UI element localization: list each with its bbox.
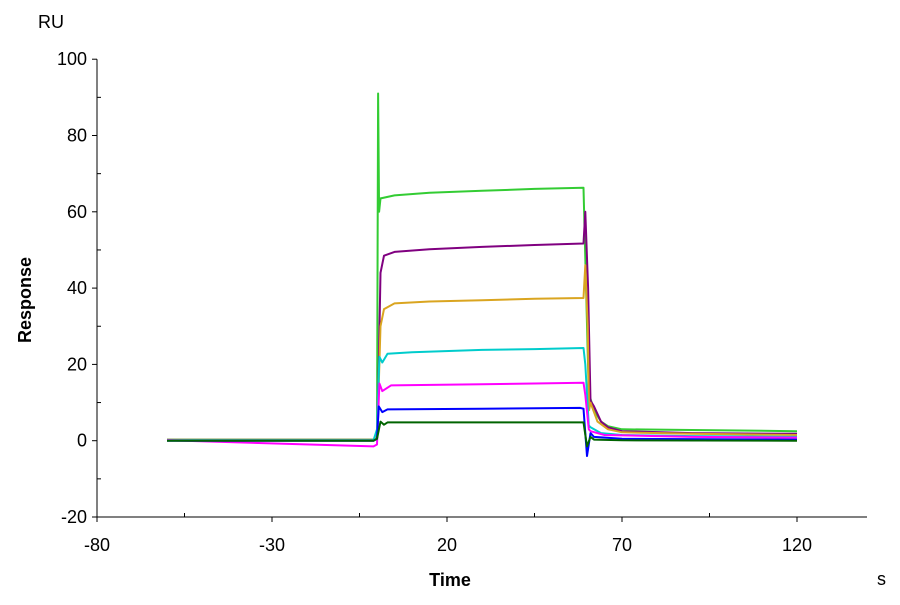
y-axis-title: Response bbox=[15, 257, 35, 343]
series-group bbox=[166, 92, 798, 457]
series-line-4 bbox=[167, 347, 798, 442]
y-tick-label: 60 bbox=[67, 202, 87, 222]
series-line-7 bbox=[167, 420, 798, 448]
x-tick-label: 20 bbox=[437, 535, 457, 555]
y-unit-label: RU bbox=[38, 12, 64, 32]
series-line-1 bbox=[167, 92, 798, 441]
series-line-5 bbox=[166, 381, 798, 448]
axes: -20 0 20 40 60 80 100 -80 -30 20 70 120 bbox=[57, 49, 867, 555]
x-tick-label: -80 bbox=[84, 535, 110, 555]
x-tick-label: -30 bbox=[259, 535, 285, 555]
series-line-3 bbox=[167, 264, 798, 441]
x-tick-label: 120 bbox=[782, 535, 812, 555]
y-tick-label: 100 bbox=[57, 49, 87, 69]
y-tick-label: 0 bbox=[77, 431, 87, 451]
y-tick-label: 40 bbox=[67, 278, 87, 298]
y-tick-label: 80 bbox=[67, 126, 87, 146]
y-tick-label: -20 bbox=[61, 507, 87, 527]
x-tick-label: 70 bbox=[612, 535, 632, 555]
series-line-2 bbox=[167, 210, 798, 441]
series-line-6 bbox=[167, 405, 798, 457]
y-tick-label: 20 bbox=[67, 354, 87, 374]
x-axis-title: Time bbox=[429, 570, 471, 590]
x-unit-label: s bbox=[877, 569, 886, 589]
